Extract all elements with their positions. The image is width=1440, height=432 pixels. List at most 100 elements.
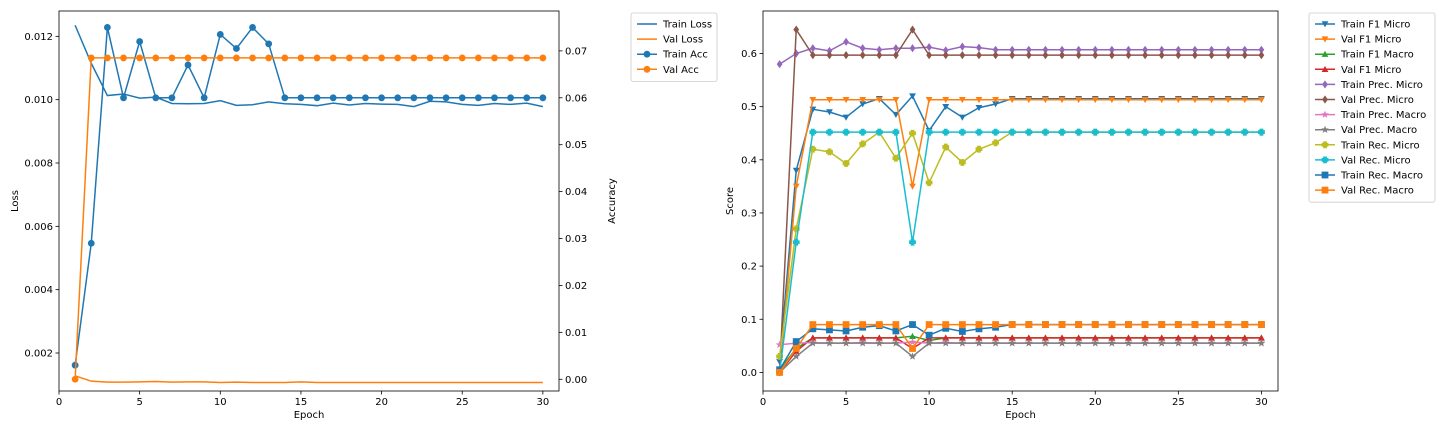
- data-point: [1008, 321, 1016, 328]
- legend-label: Val Rec. Macro: [1341, 186, 1414, 197]
- data-point: [329, 94, 337, 102]
- legend-entry: Val F1 Micro: [1315, 65, 1401, 76]
- series-line: [778, 94, 1262, 362]
- data-point: [1042, 51, 1049, 60]
- data-point: [958, 339, 967, 347]
- y-tick-label: 0.0: [741, 368, 757, 379]
- legend-label: Train F1 Macro: [1340, 50, 1414, 61]
- series-line: [778, 99, 1262, 373]
- series-val-rec-micro: [776, 128, 1265, 376]
- data-point: [345, 54, 353, 62]
- data-point: [925, 331, 933, 339]
- data-point: [1108, 321, 1116, 328]
- data-point: [975, 97, 983, 104]
- data-point: [1125, 128, 1132, 136]
- data-point: [893, 51, 899, 60]
- legend-entry: Train Rec. Micro: [1315, 140, 1420, 151]
- data-point: [958, 128, 966, 136]
- data-point: [942, 324, 950, 332]
- data-point: [1042, 45, 1049, 54]
- data-point: [1142, 45, 1148, 54]
- data-point: [826, 326, 833, 334]
- legend-marker: [1321, 186, 1329, 194]
- legend-marker: [643, 65, 651, 73]
- legend-marker: [1321, 65, 1329, 73]
- data-point: [1074, 339, 1083, 347]
- legend-entry: Train F1 Macro: [1315, 50, 1414, 61]
- data-point: [1192, 51, 1198, 60]
- data-point: [1059, 45, 1065, 54]
- data-point: [1257, 128, 1265, 136]
- data-point: [1125, 45, 1132, 54]
- data-point: [1025, 321, 1033, 328]
- data-point: [793, 25, 800, 34]
- legend-marker: [1321, 36, 1329, 43]
- data-point: [975, 128, 983, 136]
- data-point: [1141, 334, 1149, 341]
- legend-marker: [1321, 50, 1329, 57]
- data-point: [1108, 128, 1116, 136]
- data-point: [892, 321, 900, 328]
- legend: Train F1 Micro Val F1 Micro Train F1 Macro…: [1308, 12, 1436, 203]
- legend-marker: [1321, 110, 1329, 118]
- data-point: [976, 43, 982, 52]
- data-point: [826, 97, 833, 104]
- data-point: [992, 334, 999, 341]
- data-point: [103, 54, 111, 62]
- series-line: [779, 337, 1262, 373]
- data-point: [1174, 334, 1182, 341]
- data-point: [184, 61, 192, 69]
- data-point: [507, 54, 515, 62]
- series-val-acc: [71, 54, 547, 383]
- y-axis-label: Score: [725, 187, 736, 215]
- data-point: [216, 54, 224, 62]
- data-point: [859, 101, 867, 108]
- y-axis-label: Loss: [10, 190, 21, 212]
- data-point: [809, 334, 817, 341]
- data-point: [200, 54, 208, 62]
- data-point: [909, 332, 916, 339]
- data-point: [1208, 51, 1215, 60]
- data-point: [507, 94, 515, 102]
- data-point: [1191, 128, 1199, 136]
- data-point: [875, 339, 884, 347]
- y-right-tick-label: 0.03: [565, 234, 587, 245]
- data-point: [942, 97, 950, 104]
- data-point: [442, 54, 450, 62]
- data-point: [1091, 339, 1100, 347]
- data-point: [378, 54, 385, 62]
- data-point: [1257, 334, 1265, 341]
- data-point: [909, 183, 916, 190]
- data-point: [152, 94, 160, 102]
- data-point: [1009, 45, 1016, 54]
- data-point: [1158, 334, 1166, 341]
- data-point: [875, 97, 883, 104]
- y-tick-label: 0.3: [741, 208, 757, 219]
- data-point: [975, 105, 983, 112]
- data-point: [313, 54, 321, 62]
- series-val-prec-micro: [776, 25, 1265, 377]
- y-tick-label: 0.006: [24, 222, 53, 233]
- data-point: [1075, 334, 1083, 341]
- legend-entry: Val Prec. Micro: [1315, 95, 1414, 106]
- data-point: [458, 94, 466, 102]
- legend-label: Train Loss: [662, 20, 712, 31]
- data-point: [1008, 97, 1016, 104]
- data-point: [842, 327, 850, 335]
- legend-entry: Train Loss: [637, 20, 712, 31]
- data-point: [992, 51, 999, 60]
- legend-label: Val F1 Micro: [1341, 65, 1401, 76]
- y-right-tick-label: 0.02: [565, 281, 587, 292]
- legend-entry: Train Prec. Micro: [1315, 80, 1423, 91]
- data-point: [892, 327, 900, 335]
- data-point: [992, 128, 999, 136]
- data-point: [1091, 321, 1099, 328]
- data-point: [1241, 97, 1249, 104]
- data-point: [410, 54, 418, 62]
- data-point: [859, 321, 867, 328]
- y-tick-label: 0.002: [24, 349, 53, 360]
- data-point: [378, 94, 385, 102]
- data-point: [942, 46, 949, 55]
- data-point: [1042, 334, 1049, 341]
- data-point: [1258, 45, 1265, 54]
